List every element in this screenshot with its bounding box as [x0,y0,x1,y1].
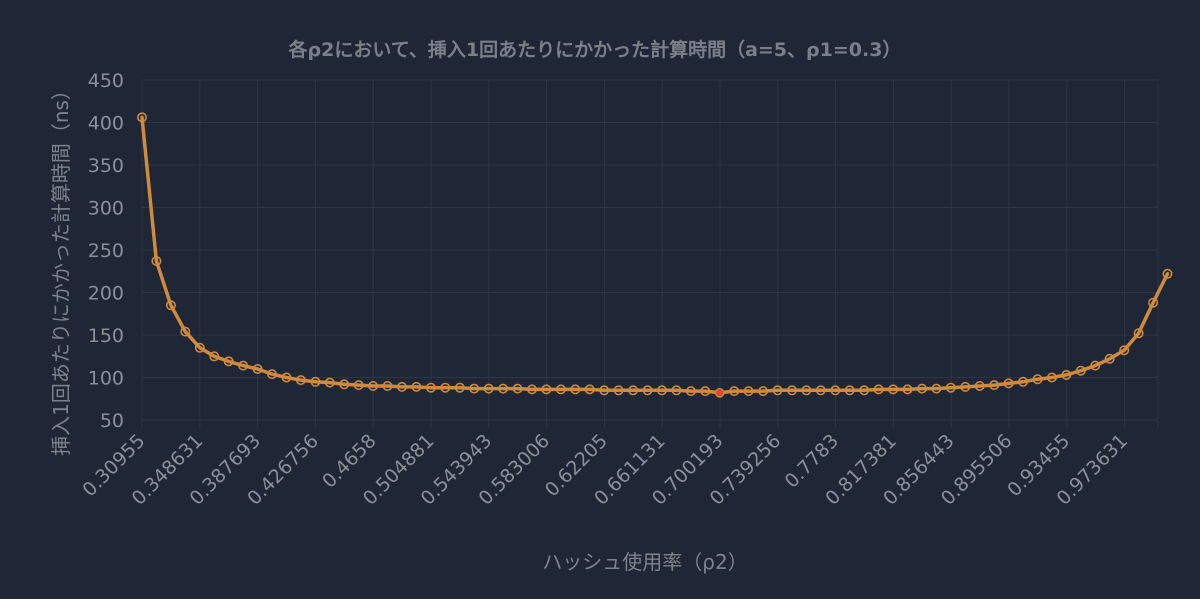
data-point [382,380,393,391]
data-point [916,383,927,394]
data-point [1003,378,1014,389]
data-point [1046,372,1057,383]
y-tick-label: 350 [88,155,124,177]
data-point [151,255,162,266]
data-point [888,384,899,395]
data-point [483,383,494,394]
data-point [830,385,841,396]
data-point [223,356,234,367]
data-point [137,112,148,123]
y-tick-label: 250 [88,240,124,262]
data-point [974,380,985,391]
y-tick-label: 200 [88,283,124,305]
data-point [815,385,826,396]
series-line [140,115,1170,395]
data-point [440,382,451,393]
data-point [180,326,191,337]
data-point [989,380,1000,391]
data-point [758,386,769,397]
data-point [469,383,480,394]
data-point [902,384,913,395]
data-point [700,386,711,397]
data-point [1032,374,1043,385]
data-point [526,384,537,395]
data-point [685,386,696,397]
data-point [252,363,263,374]
data-point [368,380,379,391]
data-point [873,384,884,395]
data-point [945,382,956,393]
y-tick-label: 400 [88,113,124,135]
data-point [642,385,653,396]
data-point [613,385,624,396]
data-point [238,360,249,371]
data-point [1061,369,1072,380]
data-point [266,369,277,380]
y-axis-title: 挿入1回あたりにかかった計算時間（ns） [49,80,73,456]
x-axis-title: ハッシュ使用率（ρ2） [542,550,747,574]
data-points [137,112,1173,398]
data-point [656,385,667,396]
chart-title: 各ρ2において、挿入1回あたりにかかった計算時間（a=5、ρ1=0.3） [288,38,902,61]
y-tick-label: 150 [88,325,124,347]
data-point [194,342,205,353]
y-tick-label: 300 [88,198,124,220]
data-point [772,385,783,396]
data-point [1133,328,1144,339]
y-tick-label: 450 [88,70,124,92]
data-point [1119,345,1130,356]
grid [141,79,1159,428]
data-point [729,386,740,397]
data-point [844,385,855,396]
data-point [353,380,364,391]
data-point [339,379,350,390]
data-point [1104,353,1115,364]
data-point [165,300,176,311]
data-point [743,386,754,397]
data-point [396,381,407,392]
data-point [209,351,220,362]
data-point [1090,360,1101,371]
y-tick-label: 50 [100,410,124,432]
data-point [671,385,682,396]
data-point [570,384,581,395]
data-point [454,382,465,393]
y-tick-label: 100 [88,368,124,390]
data-point [859,385,870,396]
data-point [1162,268,1173,279]
data-point [295,375,306,386]
data-point [584,384,595,395]
data-point [960,381,971,392]
data-point [1148,297,1159,308]
data-point [1075,365,1086,376]
data-point [786,385,797,396]
data-point [931,383,942,394]
data-point [498,383,509,394]
data-point [628,385,639,396]
data-point [599,385,610,396]
data-point [1018,376,1029,387]
data-point [324,377,335,388]
data-point [541,384,552,395]
data-point [555,384,566,395]
x-axis-ticks: 0.309550.3486310.3876930.4267560.46580.5… [78,430,1132,510]
data-point [425,382,436,393]
data-point [310,376,321,387]
data-point [281,372,292,383]
y-axis-ticks: 50 100 150 200 250 300 350 400 450 [88,70,124,432]
data-point [411,381,422,392]
data-point-highlighted [714,387,725,398]
data-point [512,383,523,394]
data-point [801,385,812,396]
